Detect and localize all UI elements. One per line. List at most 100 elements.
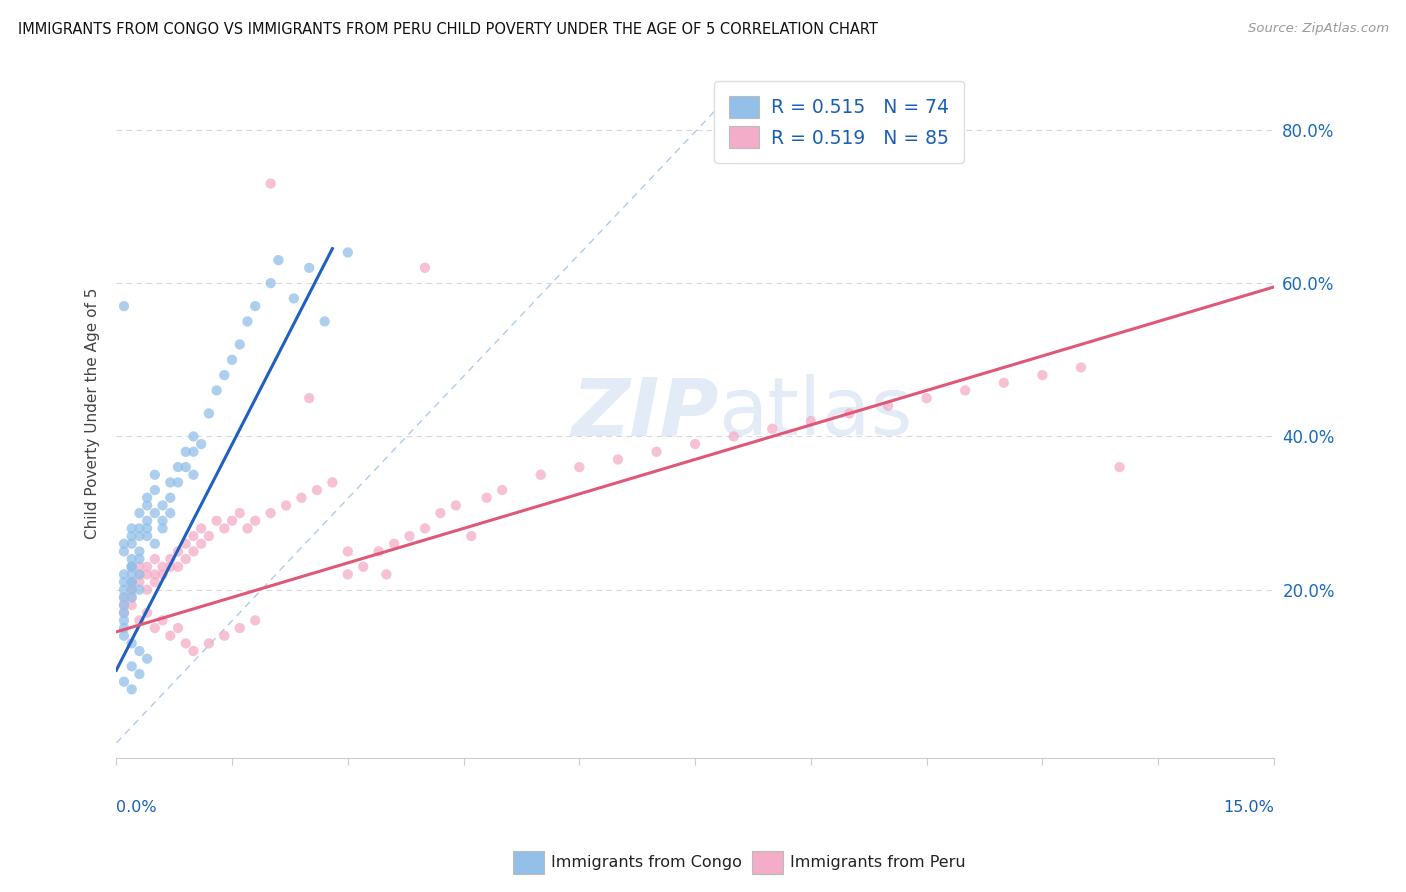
Point bbox=[305, 483, 328, 497]
Point bbox=[152, 567, 174, 582]
Point bbox=[336, 567, 359, 582]
Point bbox=[259, 177, 281, 191]
Point bbox=[229, 337, 252, 351]
Point bbox=[121, 575, 143, 590]
Point bbox=[221, 514, 243, 528]
Point bbox=[198, 406, 221, 420]
Point bbox=[314, 314, 336, 328]
Point bbox=[491, 483, 513, 497]
Point bbox=[460, 529, 482, 543]
Point bbox=[259, 506, 281, 520]
Point bbox=[112, 582, 135, 597]
Point bbox=[877, 399, 900, 413]
Point bbox=[121, 598, 143, 612]
Text: Immigrants from Congo: Immigrants from Congo bbox=[551, 855, 742, 870]
Point bbox=[723, 429, 745, 443]
Point bbox=[136, 491, 159, 505]
Text: atlas: atlas bbox=[718, 375, 912, 452]
Point bbox=[143, 467, 166, 482]
Point bbox=[143, 621, 166, 635]
Point bbox=[112, 606, 135, 620]
Point bbox=[159, 559, 181, 574]
Point bbox=[152, 521, 174, 535]
Point bbox=[159, 475, 181, 490]
Point bbox=[143, 483, 166, 497]
Text: Immigrants from Peru: Immigrants from Peru bbox=[790, 855, 966, 870]
Point bbox=[128, 567, 150, 582]
Point bbox=[121, 567, 143, 582]
Point bbox=[128, 613, 150, 627]
Point bbox=[112, 606, 135, 620]
Point bbox=[367, 544, 389, 558]
Text: IMMIGRANTS FROM CONGO VS IMMIGRANTS FROM PERU CHILD POVERTY UNDER THE AGE OF 5 C: IMMIGRANTS FROM CONGO VS IMMIGRANTS FROM… bbox=[18, 22, 879, 37]
Text: ZIP: ZIP bbox=[571, 375, 718, 452]
Point bbox=[229, 621, 252, 635]
Point bbox=[259, 276, 281, 290]
Point bbox=[143, 567, 166, 582]
Point bbox=[128, 567, 150, 582]
Point bbox=[167, 475, 190, 490]
Point bbox=[121, 591, 143, 605]
Point bbox=[112, 591, 135, 605]
Point bbox=[112, 567, 135, 582]
Point bbox=[606, 452, 628, 467]
Point bbox=[245, 613, 267, 627]
Point bbox=[953, 384, 976, 398]
Point bbox=[336, 544, 359, 558]
Point bbox=[112, 598, 135, 612]
Point bbox=[121, 582, 143, 597]
Point bbox=[274, 499, 297, 513]
Point bbox=[143, 506, 166, 520]
Point bbox=[183, 444, 205, 458]
Point bbox=[128, 667, 150, 681]
Point bbox=[152, 514, 174, 528]
Point bbox=[375, 567, 398, 582]
Point bbox=[136, 582, 159, 597]
Point bbox=[214, 368, 236, 383]
Text: 0.0%: 0.0% bbox=[117, 800, 157, 814]
Legend: R = 0.515   N = 74, R = 0.519   N = 85: R = 0.515 N = 74, R = 0.519 N = 85 bbox=[714, 81, 963, 163]
Point bbox=[136, 559, 159, 574]
Point bbox=[174, 537, 197, 551]
Point bbox=[128, 521, 150, 535]
Point bbox=[167, 544, 190, 558]
Point bbox=[121, 591, 143, 605]
Point bbox=[121, 659, 143, 673]
Point bbox=[283, 292, 305, 306]
Point bbox=[112, 621, 135, 635]
Point bbox=[198, 636, 221, 650]
Point bbox=[475, 491, 498, 505]
Point bbox=[121, 559, 143, 574]
Point bbox=[143, 552, 166, 566]
Text: Source: ZipAtlas.com: Source: ZipAtlas.com bbox=[1249, 22, 1389, 36]
Point bbox=[136, 567, 159, 582]
Point bbox=[121, 529, 143, 543]
Point bbox=[136, 521, 159, 535]
Point bbox=[1031, 368, 1053, 383]
Point bbox=[167, 559, 190, 574]
Point bbox=[112, 537, 135, 551]
Point bbox=[174, 636, 197, 650]
Point bbox=[1108, 460, 1130, 475]
Point bbox=[398, 529, 420, 543]
Point bbox=[128, 506, 150, 520]
Point bbox=[112, 544, 135, 558]
Point bbox=[290, 491, 312, 505]
Point bbox=[121, 582, 143, 597]
Point bbox=[121, 521, 143, 535]
Point bbox=[205, 514, 228, 528]
Point bbox=[112, 575, 135, 590]
Point bbox=[530, 467, 553, 482]
Point bbox=[267, 253, 290, 268]
Point bbox=[183, 467, 205, 482]
Point bbox=[112, 299, 135, 313]
Point bbox=[352, 559, 374, 574]
Point bbox=[245, 299, 267, 313]
Point bbox=[444, 499, 467, 513]
Point bbox=[112, 598, 135, 612]
Point bbox=[174, 444, 197, 458]
Point bbox=[198, 529, 221, 543]
Point bbox=[645, 444, 668, 458]
Point bbox=[159, 552, 181, 566]
Point bbox=[229, 506, 252, 520]
